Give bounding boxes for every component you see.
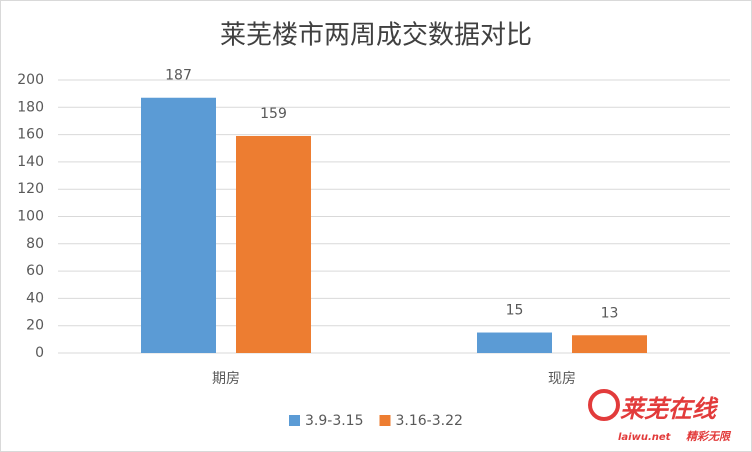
watermark-logo [588, 389, 620, 421]
bar [477, 332, 552, 353]
x-tick-label: 期房 [212, 371, 240, 387]
bar [141, 97, 216, 354]
data-label: 15 [506, 303, 524, 319]
x-tick-label: 现房 [548, 371, 576, 387]
watermark: 莱芜在线 laiwu.net 精彩无限 [588, 389, 732, 443]
watermark-slogan: 精彩无限 [686, 430, 732, 443]
watermark-brand: 莱芜在线 [620, 395, 719, 423]
y-tick-label: 100 [17, 209, 44, 225]
watermark-site: laiwu.net [618, 432, 672, 443]
legend-label: 3.9-3.15 [305, 413, 364, 429]
bar [236, 135, 311, 353]
legend-swatch [379, 415, 391, 426]
y-tick-label: 180 [17, 99, 44, 115]
y-tick-label: 120 [17, 181, 44, 197]
data-label: 187 [165, 68, 192, 84]
y-tick-label: 80 [26, 236, 44, 252]
data-label: 159 [260, 106, 287, 122]
y-tick-label: 160 [17, 127, 44, 143]
bar [572, 335, 647, 353]
y-tick-label: 140 [17, 154, 44, 170]
legend-label: 3.16-3.22 [396, 413, 463, 429]
legend-swatch [289, 415, 300, 426]
y-tick-label: 20 [26, 318, 44, 334]
y-tick-label: 60 [26, 263, 44, 279]
y-tick-label: 200 [17, 72, 44, 88]
data-label: 13 [601, 305, 619, 321]
y-tick-label: 0 [35, 345, 44, 361]
y-tick-label: 40 [26, 290, 44, 306]
chart-title: 莱芜楼市两周成交数据对比 [220, 21, 532, 51]
